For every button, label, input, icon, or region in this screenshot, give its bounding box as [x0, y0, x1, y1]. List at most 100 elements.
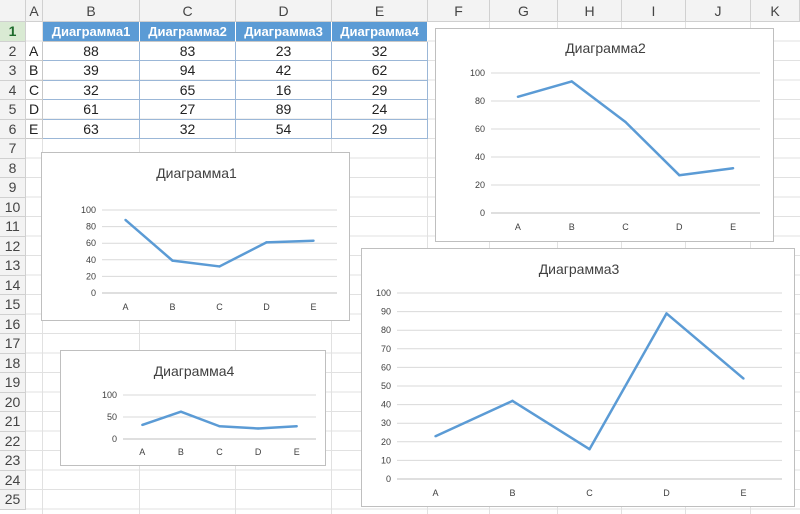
data-point[interactable]: [218, 265, 221, 268]
chart-diagramma1[interactable]: Диаграмма1 0 20 40 60 80 100 A B C D E: [41, 152, 350, 321]
table-data-cell[interactable]: 61: [43, 100, 140, 120]
row-label-cell[interactable]: C: [26, 80, 43, 100]
chart-canvas: Диаграмма2 0 20 40 60 80 100 A B C D E: [470, 40, 760, 232]
column-header-h[interactable]: H: [558, 0, 622, 22]
row-header-22[interactable]: 22: [0, 431, 26, 451]
series-line[interactable]: [434, 312, 745, 451]
column-header-k[interactable]: K: [751, 0, 800, 22]
row-header-18[interactable]: 18: [0, 353, 26, 373]
row-header-9[interactable]: 9: [0, 178, 26, 198]
row-label-cell[interactable]: E: [26, 119, 43, 139]
column-header-f[interactable]: F: [428, 0, 490, 22]
row-header-1[interactable]: 1: [0, 22, 26, 42]
data-point[interactable]: [665, 312, 668, 315]
row-label-cell[interactable]: B: [26, 61, 43, 81]
column-header-i[interactable]: I: [622, 0, 686, 22]
table-data-cell[interactable]: 23: [236, 41, 332, 61]
row-header-10[interactable]: 10: [0, 197, 26, 217]
row-header-8[interactable]: 8: [0, 158, 26, 178]
row-header-5[interactable]: 5: [0, 100, 26, 120]
data-point[interactable]: [179, 410, 183, 413]
data-point[interactable]: [570, 80, 573, 83]
select-all-corner[interactable]: [0, 0, 26, 22]
data-point[interactable]: [624, 120, 627, 124]
table-data-cell[interactable]: 54: [236, 119, 332, 139]
row-header-12[interactable]: 12: [0, 236, 26, 256]
chart-diagramma2[interactable]: Диаграмма2 0 20 40 60 80 100 A B C D E: [435, 28, 774, 242]
row-label-cell[interactable]: A: [26, 41, 43, 61]
data-point[interactable]: [516, 95, 520, 99]
row-header-17[interactable]: 17: [0, 334, 26, 354]
table-data-cell[interactable]: 65: [140, 80, 236, 100]
data-point[interactable]: [678, 174, 681, 177]
table-data-cell[interactable]: 42: [236, 61, 332, 81]
data-point[interactable]: [124, 218, 127, 222]
row-header-23[interactable]: 23: [0, 451, 26, 471]
data-point[interactable]: [295, 425, 298, 428]
column-header-d[interactable]: D: [236, 0, 332, 22]
row-header-16[interactable]: 16: [0, 314, 26, 334]
x-tick-label: A: [515, 222, 521, 232]
table-header-cell[interactable]: Диаграмма1: [43, 22, 140, 42]
table-data-cell[interactable]: 62: [332, 61, 428, 81]
table-data-cell[interactable]: 29: [332, 119, 428, 139]
row-label-cell[interactable]: D: [26, 100, 43, 120]
data-point[interactable]: [171, 259, 174, 262]
row-header-13[interactable]: 13: [0, 256, 26, 276]
row-header-21[interactable]: 21: [0, 412, 26, 432]
series-line[interactable]: [517, 80, 734, 177]
data-point[interactable]: [511, 399, 514, 403]
row-header-20[interactable]: 20: [0, 392, 26, 412]
row-header-24[interactable]: 24: [0, 470, 26, 490]
data-point[interactable]: [731, 167, 735, 170]
chart-diagramma4[interactable]: Диаграмма4 0 50 100 A B C D E: [60, 350, 326, 466]
data-point[interactable]: [218, 425, 221, 428]
data-point[interactable]: [312, 239, 315, 242]
table-header-cell[interactable]: Диаграмма3: [236, 22, 332, 42]
y-tick-label: 20: [475, 180, 485, 190]
data-point[interactable]: [434, 435, 437, 438]
row-header-25[interactable]: 25: [0, 490, 26, 510]
row-header-14[interactable]: 14: [0, 275, 26, 295]
row-header-6[interactable]: 6: [0, 119, 26, 139]
row-header-11[interactable]: 11: [0, 217, 26, 237]
chart-diagramma3[interactable]: Диаграмма3 0 10 20 30 40 50 60 70 80 90 100 A B C D E: [361, 248, 795, 507]
table-data-cell[interactable]: 94: [140, 61, 236, 81]
row-header-2[interactable]: 2: [0, 41, 26, 61]
table-data-cell[interactable]: 27: [140, 100, 236, 120]
column-header-j[interactable]: J: [686, 0, 751, 22]
row-header-19[interactable]: 19: [0, 373, 26, 393]
table-data-cell[interactable]: 63: [43, 119, 140, 139]
table-data-cell[interactable]: 88: [43, 41, 140, 61]
table-data-cell[interactable]: 32: [140, 119, 236, 139]
data-point[interactable]: [588, 448, 591, 451]
table-header-cell[interactable]: Диаграмма4: [332, 22, 428, 42]
data-point[interactable]: [141, 423, 144, 427]
table-data-cell[interactable]: 24: [332, 100, 428, 120]
column-header-a[interactable]: A: [26, 0, 43, 22]
table-data-cell[interactable]: 16: [236, 80, 332, 100]
data-point[interactable]: [742, 377, 745, 380]
column-header-e[interactable]: E: [332, 0, 428, 22]
row-header-4[interactable]: 4: [0, 80, 26, 100]
table-header-cell[interactable]: Диаграмма2: [140, 22, 236, 42]
table-data-cell[interactable]: 83: [140, 41, 236, 61]
row-header-7[interactable]: 7: [0, 139, 26, 159]
data-point[interactable]: [265, 241, 268, 244]
column-header-c[interactable]: C: [140, 0, 236, 22]
column-header-b[interactable]: B: [43, 0, 140, 22]
table-data-cell[interactable]: 89: [236, 100, 332, 120]
column-header-g[interactable]: G: [490, 0, 558, 22]
row-header-15[interactable]: 15: [0, 295, 26, 315]
data-point[interactable]: [256, 427, 260, 430]
table-data-cell[interactable]: 32: [43, 80, 140, 100]
x-tick-label: D: [663, 488, 670, 498]
row-header-3[interactable]: 3: [0, 61, 26, 81]
chart-title: Диаграмма4: [154, 363, 235, 379]
y-tick-label: 40: [381, 400, 391, 410]
table-data-cell[interactable]: 29: [332, 80, 428, 100]
y-tick-label: 50: [381, 381, 391, 391]
table-data-cell[interactable]: 32: [332, 41, 428, 61]
table-data-cell[interactable]: 39: [43, 61, 140, 81]
